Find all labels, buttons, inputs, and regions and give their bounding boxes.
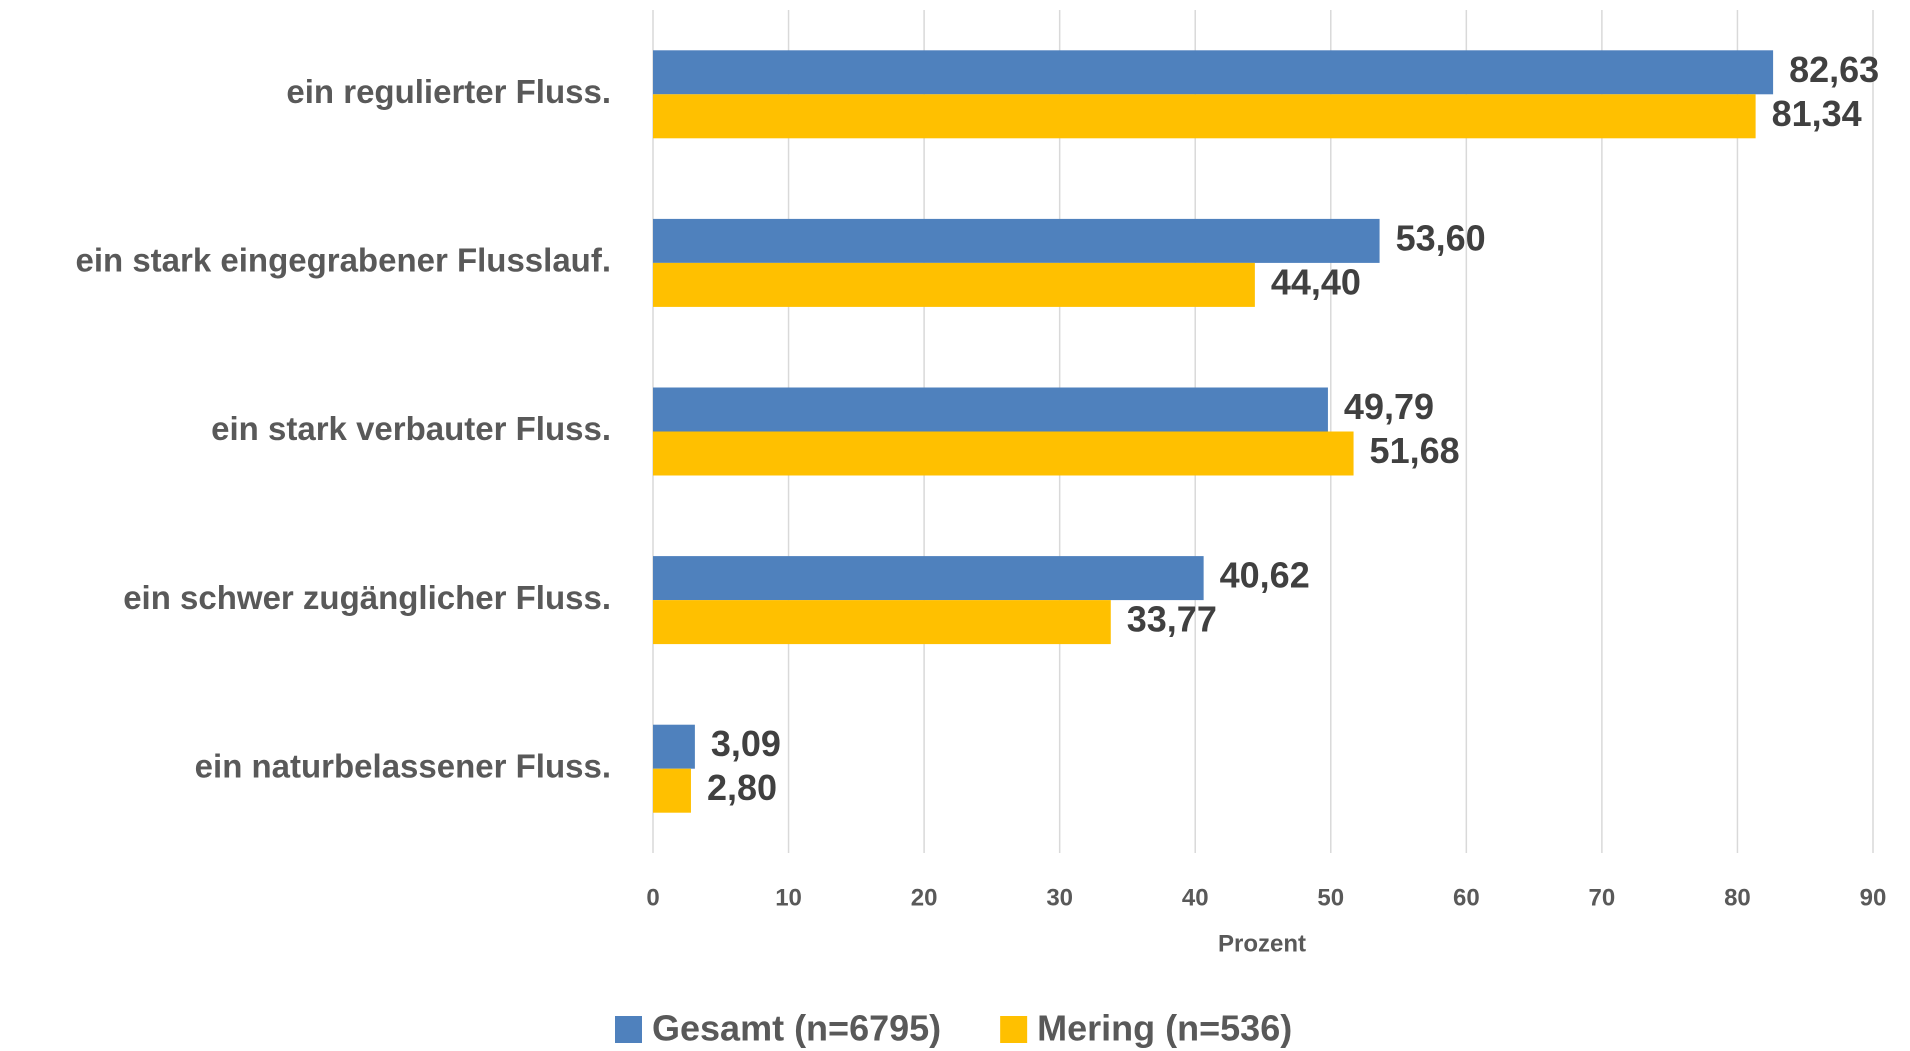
x-tick-label: 50 <box>1317 884 1344 911</box>
bar <box>653 94 1756 139</box>
x-tick-label: 90 <box>1860 884 1887 911</box>
bar <box>653 724 695 769</box>
legend-label: Gesamt (n=6795) <box>652 1008 941 1049</box>
x-tick-label: 40 <box>1182 884 1209 911</box>
data-label: 81,34 <box>1772 93 1862 134</box>
bar <box>653 387 1328 432</box>
data-label: 44,40 <box>1271 261 1361 302</box>
data-label: 40,62 <box>1220 555 1310 596</box>
category-label: ein naturbelassener Fluss. <box>195 747 611 784</box>
x-tick-label: 70 <box>1589 884 1616 911</box>
bar <box>653 768 691 813</box>
bar <box>653 218 1380 263</box>
bar <box>653 556 1204 601</box>
legend-label: Mering (n=536) <box>1037 1008 1292 1049</box>
data-label: 3,09 <box>711 723 781 764</box>
x-tick-label: 0 <box>646 884 659 911</box>
category-label: ein stark verbauter Fluss. <box>211 410 611 447</box>
data-label: 2,80 <box>707 767 777 808</box>
category-label: ein schwer zugänglicher Fluss. <box>123 579 611 616</box>
data-label: 53,60 <box>1396 217 1486 258</box>
x-tick-label: 10 <box>775 884 802 911</box>
bar <box>653 600 1111 645</box>
category-label: ein regulierter Fluss. <box>286 73 611 110</box>
data-label: 51,68 <box>1370 430 1460 471</box>
category-label: ein stark eingegrabener Flusslauf. <box>75 242 611 279</box>
legend-swatch <box>1000 1016 1028 1043</box>
x-tick-label: 20 <box>911 884 938 911</box>
data-label: 33,77 <box>1127 599 1217 640</box>
x-tick-label: 60 <box>1453 884 1480 911</box>
bar <box>653 262 1255 307</box>
data-label: 49,79 <box>1344 386 1434 427</box>
bar <box>653 50 1774 95</box>
x-axis-label: Prozent <box>1218 930 1306 957</box>
x-tick-label: 30 <box>1046 884 1073 911</box>
data-label: 82,63 <box>1789 49 1879 90</box>
bar <box>653 431 1354 476</box>
x-tick-label: 80 <box>1724 884 1751 911</box>
legend-swatch <box>615 1016 642 1043</box>
